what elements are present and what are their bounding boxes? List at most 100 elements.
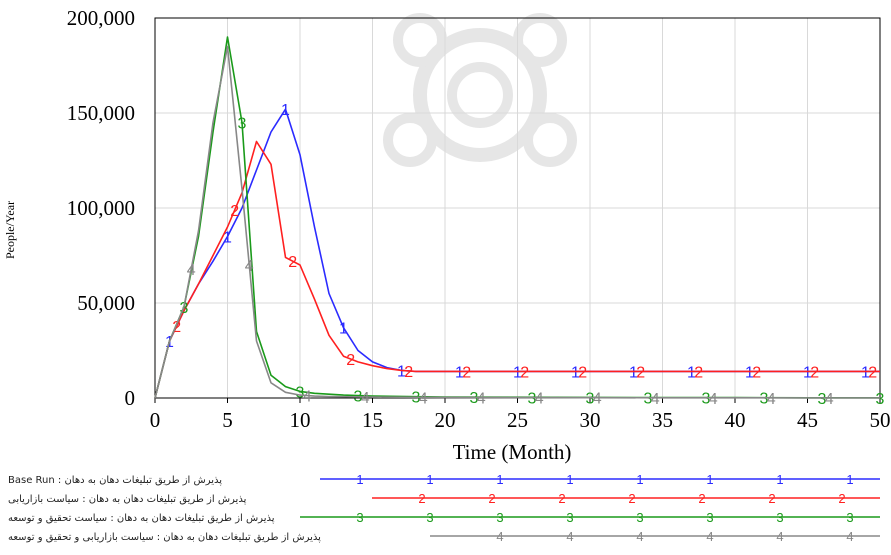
- legend-marker: 1: [566, 472, 573, 487]
- series-marker: 3: [238, 116, 247, 133]
- legend-marker: 3: [496, 510, 503, 525]
- y-tick-label: 200,000: [67, 6, 135, 30]
- series-marker: 3: [644, 391, 653, 408]
- x-tick-label: 15: [362, 408, 383, 432]
- y-tick-label: 0: [125, 386, 136, 410]
- series-marker: 2: [462, 364, 471, 381]
- series-marker: 2: [752, 364, 761, 381]
- legend-label: پذیرش از طریق تبلیغات دهان به دهان : Bas…: [8, 475, 222, 486]
- legend-marker: 1: [426, 472, 433, 487]
- series-marker: 4: [245, 258, 254, 275]
- legend-label: پذیرش از طریق تبلیغات دهان به دهان : سیا…: [8, 513, 275, 524]
- legend-marker: 2: [768, 491, 775, 506]
- series-marker: 2: [346, 352, 355, 369]
- series-marker: 3: [702, 391, 711, 408]
- legend-marker: 3: [846, 510, 853, 525]
- legend-marker: 3: [636, 510, 643, 525]
- legend-item-4: پذیرش از طریق تبلیغات دهان به دهان : سیا…: [8, 529, 880, 544]
- series-marker: 3: [876, 391, 885, 408]
- y-tick-label: 50,000: [77, 291, 135, 315]
- series-marker: 1: [629, 364, 638, 381]
- x-tick-label: 40: [725, 408, 746, 432]
- series-marker: 2: [694, 364, 703, 381]
- legend-item-3: پذیرش از طریق تبلیغات دهان به دهان : سیا…: [8, 510, 880, 525]
- legend-marker: 4: [636, 529, 643, 544]
- legend-marker: 1: [636, 472, 643, 487]
- legend-item-2: پذیرش از طریق تبلیغات دهان به دهان : سیا…: [8, 491, 880, 506]
- series-marker: 4: [709, 391, 718, 408]
- legend-marker: 3: [706, 510, 713, 525]
- series-marker: 1: [571, 364, 580, 381]
- series-marker: 4: [419, 390, 428, 407]
- series-marker: 4: [303, 389, 312, 406]
- series-marker: 1: [339, 321, 348, 338]
- series-marker: 4: [825, 391, 834, 408]
- series-marker: 2: [230, 203, 239, 220]
- legend-marker: 2: [558, 491, 565, 506]
- legend-marker: 3: [566, 510, 573, 525]
- x-axis-label: Time (Month): [453, 440, 572, 464]
- legend-marker: 4: [496, 529, 503, 544]
- legend-marker: 4: [706, 529, 713, 544]
- y-tick-label: 100,000: [67, 196, 135, 220]
- series-marker: 3: [528, 390, 537, 407]
- legend-label: پذیرش از طریق تبلیغات دهان به دهان : سیا…: [8, 494, 247, 505]
- series-line: [154, 45, 880, 399]
- x-tick-label: 50: [870, 408, 891, 432]
- legend-marker: 2: [488, 491, 495, 506]
- legend-marker: 4: [776, 529, 783, 544]
- watermark-emblem: [383, 13, 577, 167]
- legend-item-1: پذیرش از طریق تبلیغات دهان به دهان : Bas…: [8, 472, 880, 487]
- series-marker: 1: [223, 230, 232, 247]
- series-marker: 3: [296, 384, 305, 401]
- x-tick-label: 30: [580, 408, 601, 432]
- legend: پذیرش از طریق تبلیغات دهان به دهان : Bas…: [8, 472, 880, 544]
- series-marker: 4: [535, 391, 544, 408]
- x-tick-label: 45: [797, 408, 818, 432]
- series-marker: 2: [810, 364, 819, 381]
- legend-marker: 1: [356, 472, 363, 487]
- legend-marker: 1: [496, 472, 503, 487]
- series-marker: 2: [636, 364, 645, 381]
- series-4: 4 4 4 4 4 4 4 4 4 4 4 4: [154, 45, 880, 408]
- legend-marker: 1: [776, 472, 783, 487]
- series-marker: 4: [477, 391, 486, 408]
- series-marker: 4: [651, 391, 660, 408]
- series-marker: 1: [687, 364, 696, 381]
- y-axis-label: People/Year: [3, 201, 17, 259]
- axes: 0 5 10 15 20 25 30 35 40 45 50 0 50,000 100,000 150,00…: [67, 6, 891, 432]
- series-marker: 2: [404, 364, 413, 381]
- series-marker: 4: [767, 391, 776, 408]
- series-marker: 4: [361, 390, 370, 407]
- legend-marker: 1: [846, 472, 853, 487]
- series-marker: 3: [760, 391, 769, 408]
- legend-marker: 1: [706, 472, 713, 487]
- series-marker: 4: [187, 262, 196, 279]
- series-marker: 1: [803, 364, 812, 381]
- x-tick-label: 20: [435, 408, 456, 432]
- legend-marker: 3: [426, 510, 433, 525]
- series-marker: 2: [868, 364, 877, 381]
- series-marker: 3: [586, 390, 595, 407]
- series-marker: 2: [520, 364, 529, 381]
- legend-marker: 2: [418, 491, 425, 506]
- legend-marker: 4: [566, 529, 573, 544]
- series-line: [154, 140, 880, 399]
- x-tick-label: 10: [290, 408, 311, 432]
- series-marker: 4: [593, 391, 602, 408]
- x-tick-label: 5: [222, 408, 233, 432]
- legend-marker: 2: [698, 491, 705, 506]
- series-marker: 2: [578, 364, 587, 381]
- series-marker: 1: [281, 102, 290, 119]
- series-marker: 3: [818, 391, 827, 408]
- series-marker: 3: [470, 390, 479, 407]
- series-marker: 3: [412, 390, 421, 407]
- legend-marker: 2: [628, 491, 635, 506]
- legend-marker: 2: [838, 491, 845, 506]
- legend-marker: 3: [776, 510, 783, 525]
- series-marker: 1: [397, 363, 406, 380]
- legend-marker: 4: [846, 529, 853, 544]
